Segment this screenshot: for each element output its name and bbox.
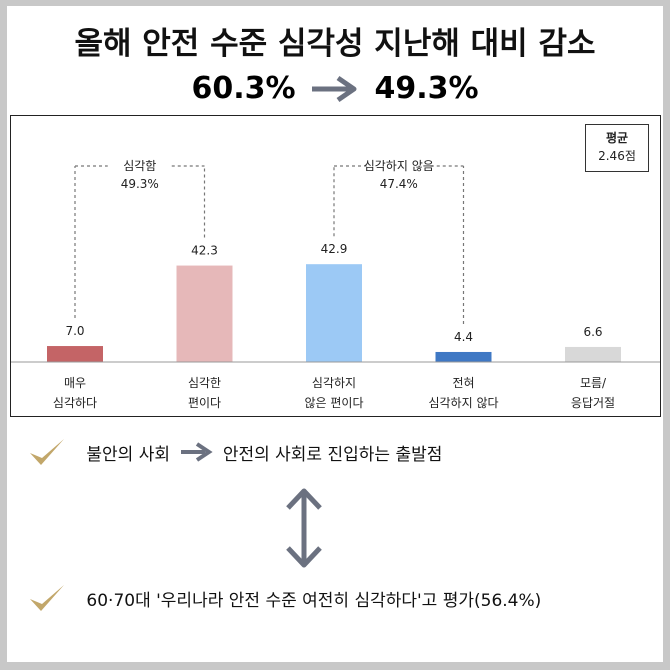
from-value: 60.3% xyxy=(191,71,296,106)
right-arrow-icon xyxy=(181,442,214,462)
infographic-card: 올해 안전 수준 심각성 지난해 대비 감소 60.3% 49.3% 7.0 매우… xyxy=(7,6,663,662)
bar-value-label-5: 6.6 xyxy=(583,325,602,339)
category-label-2-line-2: 편이다 xyxy=(188,396,221,410)
note-1-after: 안전의 사회로 진입하는 출발점 xyxy=(222,444,443,465)
note-1-before: 불안의 사회 xyxy=(86,444,171,465)
bar-4 xyxy=(435,351,492,362)
note-2: 60·70대 '우리나라 안전 수준 여전히 심각하다'고 평가(56.4%) xyxy=(27,582,541,614)
bar-value-label-3: 42.9 xyxy=(321,242,348,256)
chart-frame: 7.0 매우 심각하다 42.3 심각한 편이다 42.9 심각하지 않은 편이다 4.4 전혀 심각… xyxy=(10,115,661,417)
category-label-1-line-2: 심각하다 xyxy=(53,396,97,410)
to-value: 49.3% xyxy=(374,71,479,106)
category-label-5-line-1: 모름/ xyxy=(580,376,607,390)
category-label-5-line-2: 응답거절 xyxy=(571,396,615,410)
average-value: 2.46점 xyxy=(598,149,636,163)
bar-value-label-2: 42.3 xyxy=(191,244,218,258)
note-1: 불안의 사회 안전의 사회로 진입하는 출발점 xyxy=(27,436,442,468)
group-1-label: 심각함 xyxy=(123,159,156,173)
check-icon xyxy=(30,439,64,465)
category-label-2-line-1: 심각한 xyxy=(188,376,221,390)
group-2-label: 심각하지 않음 xyxy=(364,159,434,173)
page-title: 올해 안전 수준 심각성 지난해 대비 감소 xyxy=(74,26,596,62)
bar-5 xyxy=(565,346,621,362)
note-2-text: 60·70대 '우리나라 안전 수준 여전히 심각하다'고 평가(56.4%) xyxy=(86,590,542,611)
average-label: 평균 xyxy=(605,131,629,145)
bar-1 xyxy=(47,346,103,362)
category-label-3-line-1: 심각하지 xyxy=(312,376,356,390)
change-line: 60.3% 49.3% xyxy=(7,70,663,112)
category-label-1-line-1: 매우 xyxy=(64,376,86,390)
category-label-4-line-2: 심각하지 않다 xyxy=(428,396,498,410)
average-box: 평균 2.46점 xyxy=(585,124,649,172)
bar-2 xyxy=(176,265,233,362)
bar-value-label-4: 4.4 xyxy=(454,330,473,344)
bar-value-label-1: 7.0 xyxy=(65,324,84,338)
category-label-4-line-1: 전혀 xyxy=(452,376,474,390)
right-arrow-icon xyxy=(312,75,357,102)
bar-3 xyxy=(306,264,362,362)
group-1-value: 49.3% xyxy=(121,177,159,191)
group-2-value: 47.4% xyxy=(380,177,418,191)
category-label-3-line-2: 않은 편이다 xyxy=(304,396,363,410)
up-down-arrow-icon xyxy=(286,488,322,568)
check-icon xyxy=(30,585,64,611)
